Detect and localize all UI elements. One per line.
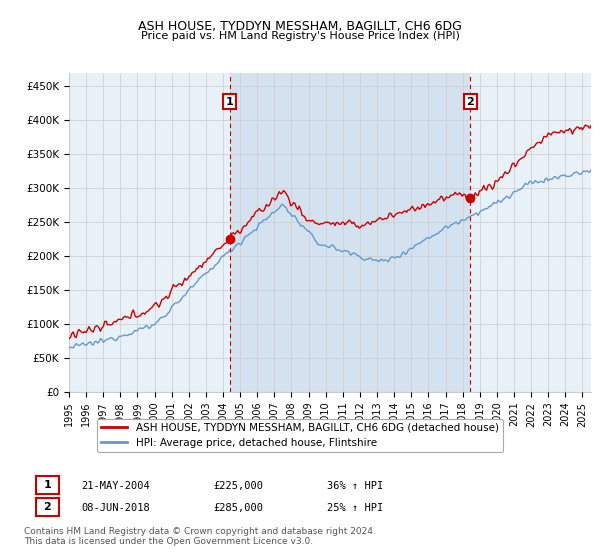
Text: ASH HOUSE, TYDDYN MESSHAM, BAGILLT, CH6 6DG: ASH HOUSE, TYDDYN MESSHAM, BAGILLT, CH6 … (138, 20, 462, 32)
Text: 08-JUN-2018: 08-JUN-2018 (81, 503, 150, 513)
Text: £225,000: £225,000 (213, 480, 263, 491)
Text: 25% ↑ HPI: 25% ↑ HPI (327, 503, 383, 513)
Text: £285,000: £285,000 (213, 503, 263, 513)
Legend: ASH HOUSE, TYDDYN MESSHAM, BAGILLT, CH6 6DG (detached house), HPI: Average price: ASH HOUSE, TYDDYN MESSHAM, BAGILLT, CH6 … (97, 419, 503, 452)
Text: 1: 1 (226, 96, 233, 106)
Text: 2: 2 (466, 96, 474, 106)
Text: Contains HM Land Registry data © Crown copyright and database right 2024.
This d: Contains HM Land Registry data © Crown c… (24, 526, 376, 546)
Text: Price paid vs. HM Land Registry's House Price Index (HPI): Price paid vs. HM Land Registry's House … (140, 31, 460, 41)
Text: 2: 2 (44, 502, 51, 512)
Text: 36% ↑ HPI: 36% ↑ HPI (327, 480, 383, 491)
Text: 1: 1 (44, 480, 51, 490)
Text: 21-MAY-2004: 21-MAY-2004 (81, 480, 150, 491)
Bar (230, 73, 470, 392)
